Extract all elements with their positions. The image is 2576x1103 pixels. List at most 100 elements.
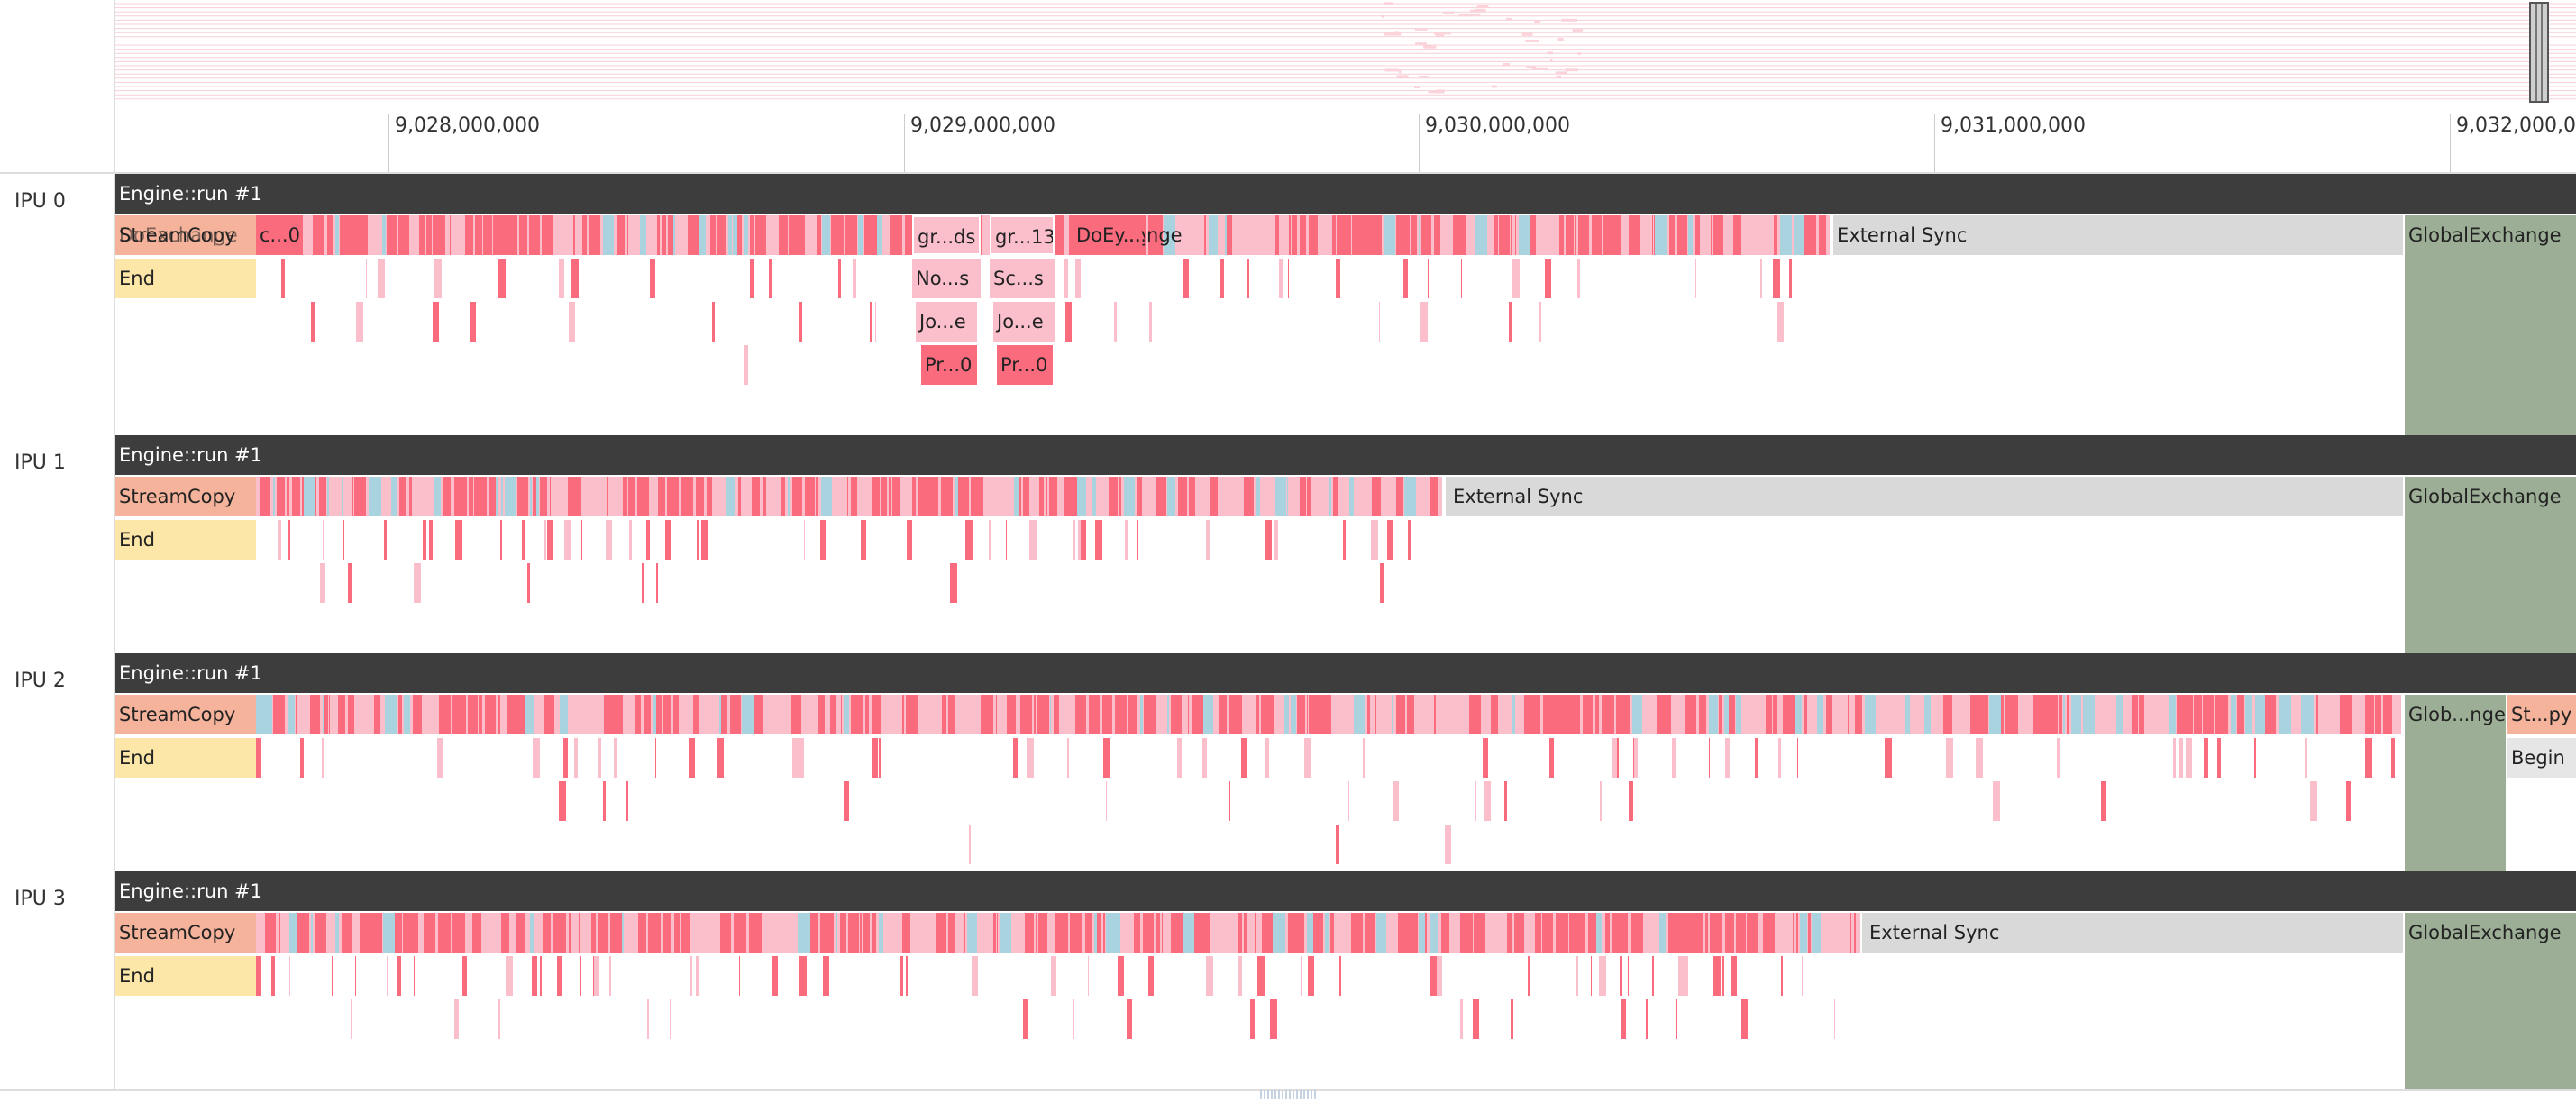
engine-run-slice[interactable]: Engine::run #1 bbox=[115, 174, 2576, 214]
stream-copy-slice[interactable]: StreamCopy bbox=[115, 695, 256, 734]
trace-slice bbox=[734, 913, 742, 953]
trace-slice bbox=[1357, 477, 1369, 516]
trace-slice bbox=[1134, 913, 1140, 953]
trace-slice bbox=[1013, 738, 1018, 778]
trace-slice bbox=[385, 695, 397, 734]
slice-sc-s[interactable]: Sc...s bbox=[990, 259, 1055, 298]
slice-c0[interactable]: c...0 bbox=[256, 215, 303, 255]
end-slice[interactable]: End bbox=[115, 738, 256, 778]
trace-slice bbox=[848, 913, 859, 953]
trace-slice bbox=[872, 695, 881, 734]
end-slice[interactable]: End bbox=[115, 956, 256, 996]
trace-slice bbox=[1152, 215, 1163, 255]
trace-slice bbox=[1000, 477, 1012, 516]
trace-slice bbox=[2116, 695, 2123, 734]
begin-slice[interactable]: Begin bbox=[2507, 738, 2576, 778]
slice-gr-13[interactable]: gr...13 bbox=[990, 215, 1055, 255]
trace-slice bbox=[543, 913, 551, 953]
trace-slice bbox=[1055, 215, 1064, 255]
trace-slice bbox=[689, 738, 695, 778]
global-exchange-slice[interactable]: GlobalExchange bbox=[2405, 477, 2576, 653]
trace-slice bbox=[1119, 913, 1120, 953]
axis-tick: 9,029,000,000 bbox=[904, 114, 1055, 172]
trace-slice bbox=[1121, 913, 1133, 953]
trace-slice bbox=[569, 302, 575, 342]
trace-slice bbox=[454, 477, 467, 516]
external-sync-slice[interactable]: External Sync bbox=[1446, 477, 2403, 516]
trace-slice bbox=[2179, 738, 2183, 778]
trace-slice bbox=[972, 956, 978, 996]
trace-slice bbox=[616, 695, 623, 734]
end-slice[interactable]: End bbox=[115, 259, 256, 298]
trace-slice bbox=[1347, 913, 1350, 953]
external-sync-slice[interactable]: External Sync bbox=[1833, 215, 2403, 255]
trace-slice bbox=[560, 695, 568, 734]
slice-no-s[interactable]: No...s bbox=[912, 259, 981, 298]
slice-doexy[interactable]: DoEy...y0 bbox=[1073, 215, 1145, 255]
external-sync-slice[interactable]: External Sync bbox=[1862, 913, 2403, 953]
trace-slice bbox=[2063, 695, 2065, 734]
trace-slice bbox=[2057, 738, 2060, 778]
engine-run-slice[interactable]: Engine::run #1 bbox=[115, 435, 2576, 475]
trace-slice bbox=[1049, 477, 1057, 516]
trace-slice bbox=[1450, 695, 1458, 734]
slice-jo-e-1[interactable]: Jo...e bbox=[916, 302, 977, 342]
trace-slice bbox=[882, 215, 887, 255]
global-exchange-slice[interactable]: Glob...nge bbox=[2405, 695, 2506, 871]
stream-copy-slice[interactable]: StreamCopy bbox=[115, 215, 256, 255]
trace-slice bbox=[1410, 913, 1418, 953]
trace-slice bbox=[1385, 215, 1395, 255]
trace-slice bbox=[433, 215, 445, 255]
global-exchange-slice[interactable]: GlobalExchange bbox=[2405, 913, 2576, 1089]
trace-slice bbox=[890, 215, 902, 255]
trace-slice bbox=[568, 477, 575, 516]
trace-slice bbox=[493, 215, 506, 255]
trace-slice bbox=[906, 695, 918, 734]
trace-slice bbox=[1578, 215, 1589, 255]
trace-slice bbox=[851, 477, 857, 516]
trace-slice bbox=[1192, 695, 1203, 734]
overview-brush-handle[interactable] bbox=[2529, 2, 2549, 103]
slice-pr-0-1[interactable]: Pr...0 bbox=[921, 345, 977, 385]
trace-slice bbox=[2044, 695, 2049, 734]
resize-handle[interactable] bbox=[1260, 1090, 1318, 1099]
trace-slice bbox=[1352, 215, 1357, 255]
trace-slice bbox=[1407, 695, 1412, 734]
trace-slice bbox=[699, 695, 709, 734]
trace-slice bbox=[1652, 956, 1654, 996]
trace-slice bbox=[1817, 695, 1823, 734]
trace-slice bbox=[1653, 913, 1657, 953]
trace-slice bbox=[457, 215, 463, 255]
trace-slice bbox=[742, 477, 751, 516]
engine-run-slice[interactable]: Engine::run #1 bbox=[115, 653, 2576, 693]
trace-slice bbox=[2217, 738, 2221, 778]
trace-slice bbox=[906, 956, 908, 996]
slice-pr-0-2[interactable]: Pr...0 bbox=[997, 345, 1053, 385]
trace-slice bbox=[674, 913, 680, 953]
engine-run-slice[interactable]: Engine::run #1 bbox=[115, 871, 2576, 911]
trace-slice bbox=[1275, 477, 1286, 516]
global-exchange-slice[interactable]: GlobalExchange bbox=[2405, 215, 2576, 435]
stream-copy-slice[interactable]: StreamCopy bbox=[115, 477, 256, 516]
trace-slice bbox=[2139, 695, 2144, 734]
slice-exchange[interactable]: ...nge bbox=[1128, 224, 1183, 246]
trace-slice bbox=[2005, 695, 2018, 734]
overview-track[interactable] bbox=[115, 0, 2576, 114]
stream-copy-slice-2[interactable]: St...py bbox=[2507, 695, 2576, 734]
trace-slice bbox=[928, 477, 938, 516]
trace-slice bbox=[506, 956, 513, 996]
slice-gr-ds[interactable]: gr...ds bbox=[912, 215, 981, 255]
end-slice[interactable]: End bbox=[115, 520, 256, 560]
slice-jo-e-2[interactable]: Jo...e bbox=[993, 302, 1055, 342]
trace-slice bbox=[836, 913, 837, 953]
trace-slice bbox=[1885, 738, 1892, 778]
trace-slice bbox=[348, 695, 354, 734]
trace-slice bbox=[296, 695, 297, 734]
trace-slice bbox=[1114, 302, 1117, 342]
trace-slice bbox=[912, 477, 916, 516]
trace-slice bbox=[260, 913, 264, 953]
trace-slice bbox=[1980, 695, 1988, 734]
trace-slice bbox=[1250, 999, 1255, 1039]
trace-slice bbox=[1289, 477, 1299, 516]
stream-copy-slice[interactable]: StreamCopy bbox=[115, 913, 256, 953]
